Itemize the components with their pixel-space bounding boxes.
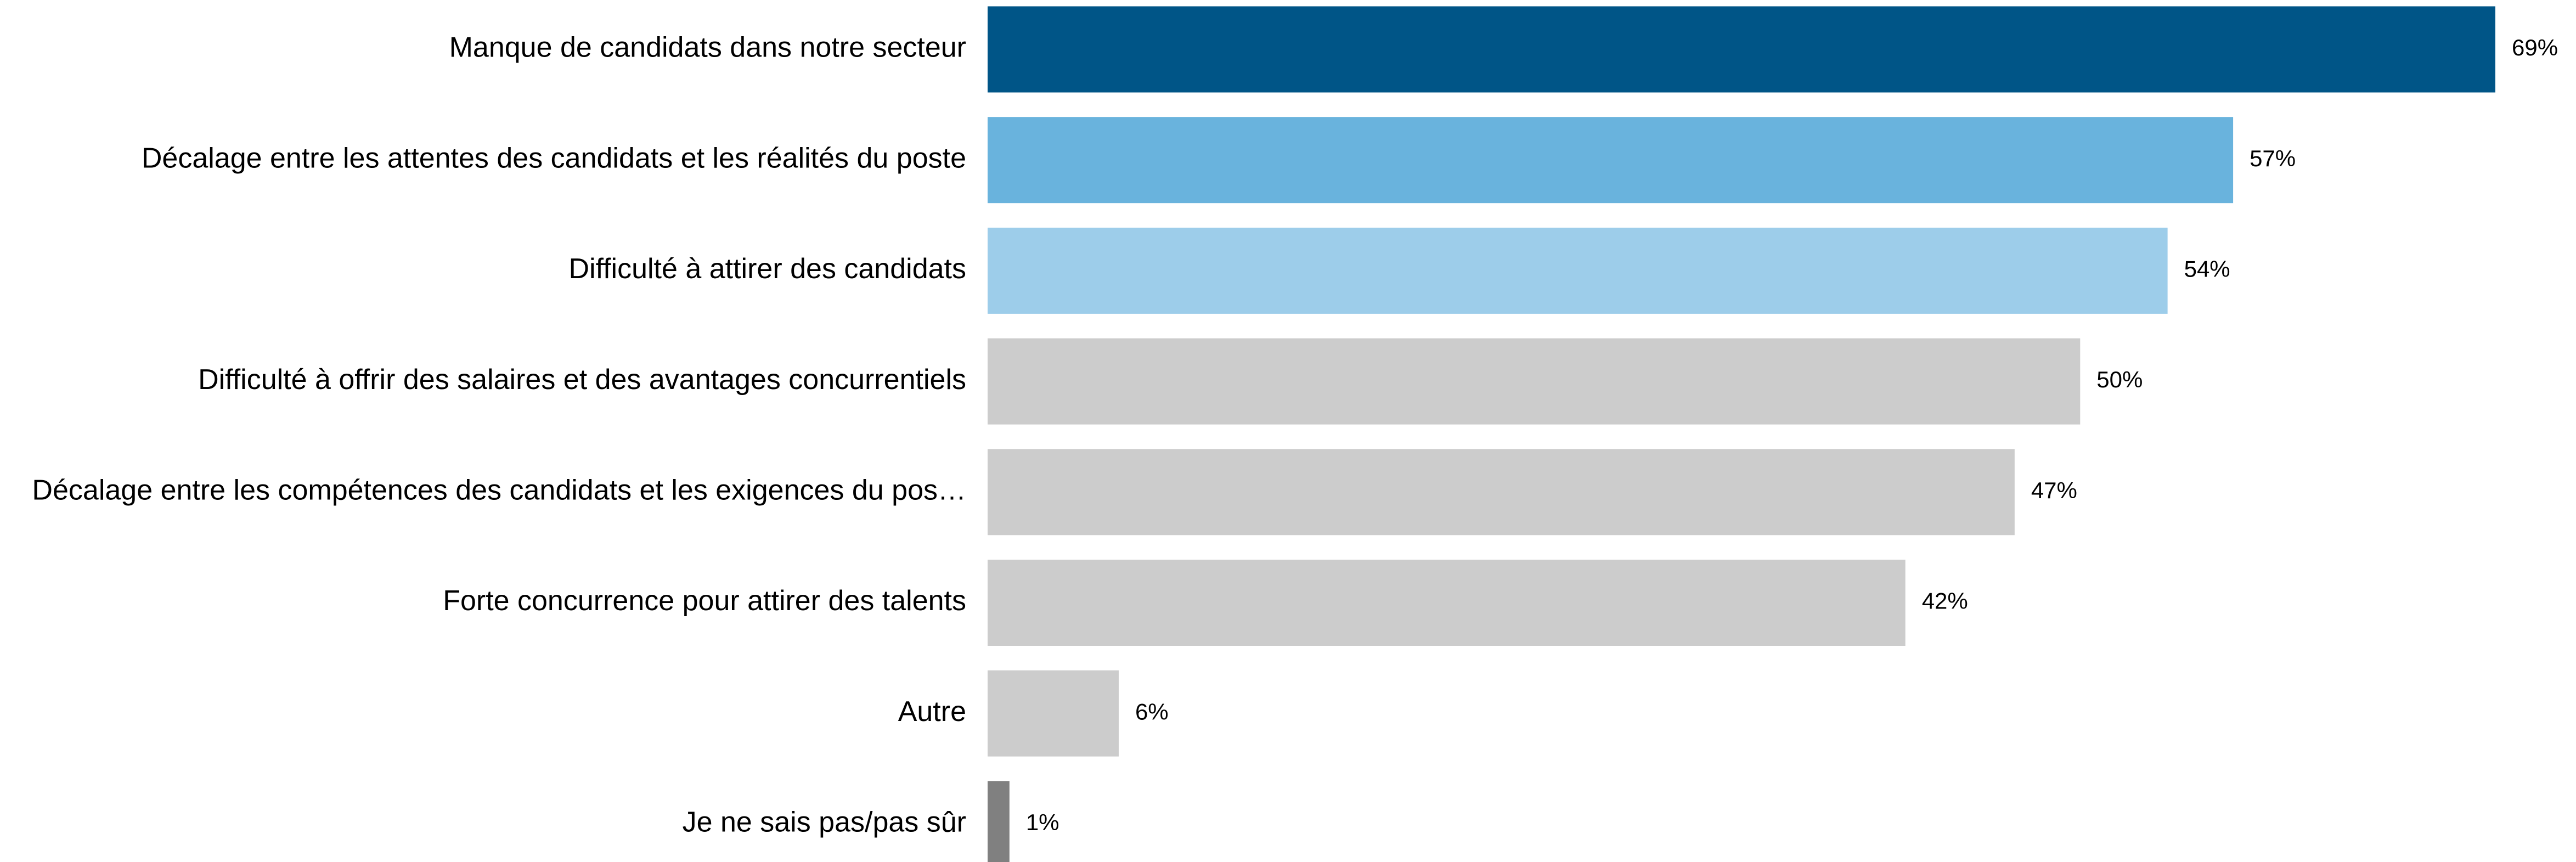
category-label: Forte concurrence pour attirer des talen… — [443, 585, 966, 617]
bar — [988, 338, 2081, 425]
bar — [988, 6, 2495, 93]
category-label: Difficulté à attirer des candidats — [568, 253, 966, 285]
bar — [988, 670, 1119, 757]
category-label: Décalage entre les attentes des candidat… — [142, 142, 966, 174]
value-label: 47% — [2031, 477, 2077, 503]
value-label: 6% — [1135, 698, 1169, 724]
category-label: Je ne sais pas/pas sûr — [683, 807, 966, 838]
category-label: Difficulté à offrir des salaires et des … — [198, 364, 966, 396]
value-label: 69% — [2512, 35, 2558, 60]
category-label: Manque de candidats dans notre secteur — [449, 32, 966, 64]
value-label: 42% — [1922, 588, 1968, 614]
value-label: 54% — [2184, 256, 2230, 281]
bar — [988, 449, 2015, 536]
category-label: Décalage entre les compétences des candi… — [32, 475, 966, 506]
value-label: 57% — [2250, 145, 2296, 171]
bar — [988, 227, 2168, 314]
bar — [988, 560, 1906, 646]
category-label: Autre — [898, 696, 966, 728]
value-label: 50% — [2096, 367, 2143, 392]
bar — [988, 781, 1010, 862]
value-label: 1% — [1026, 809, 1059, 835]
bar — [988, 117, 2234, 204]
